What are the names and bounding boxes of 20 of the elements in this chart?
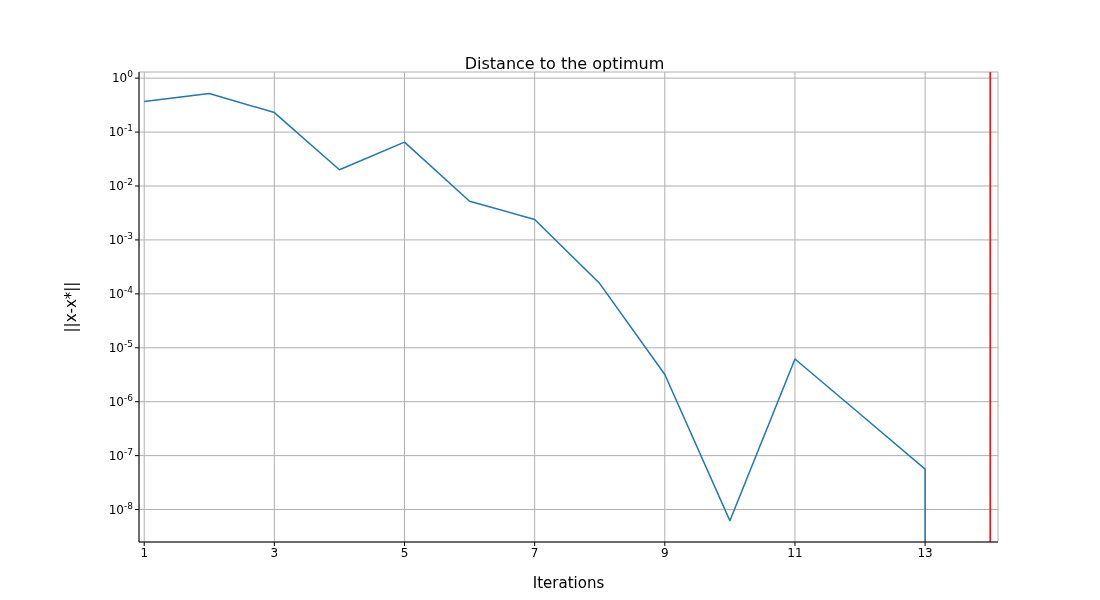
x-tick-label: 5 xyxy=(400,545,409,560)
line-series xyxy=(143,92,926,542)
y-tick-label: 10$^{-8}$ xyxy=(108,500,134,517)
x-tick-label: 13 xyxy=(917,545,933,560)
x-tick-label: 1 xyxy=(140,545,149,560)
y-axis-title: ||x-x*|| xyxy=(62,281,81,333)
y-tick-label: 10$^{-2}$ xyxy=(108,176,133,193)
y-tick-label: 10$^{-1}$ xyxy=(108,123,133,140)
x-tick-label: 7 xyxy=(530,545,539,560)
y-tick-label: 10$^{-6}$ xyxy=(108,392,134,409)
y-tick-label: 10$^{-5}$ xyxy=(108,338,133,355)
x-tick-label: 9 xyxy=(660,545,669,560)
x-tick-label: 11 xyxy=(787,545,803,560)
y-tick-label: 10$^{0}$ xyxy=(111,69,134,86)
x-axis-title: Iterations xyxy=(532,574,605,592)
x-tick-label: 3 xyxy=(270,545,279,560)
y-tick-label: 10$^{-7}$ xyxy=(108,446,133,463)
y-tick-label: 10$^{-4}$ xyxy=(108,284,134,301)
chart-title: Distance to the optimum xyxy=(463,54,666,73)
y-tick-label: 10$^{-3}$ xyxy=(108,230,133,247)
